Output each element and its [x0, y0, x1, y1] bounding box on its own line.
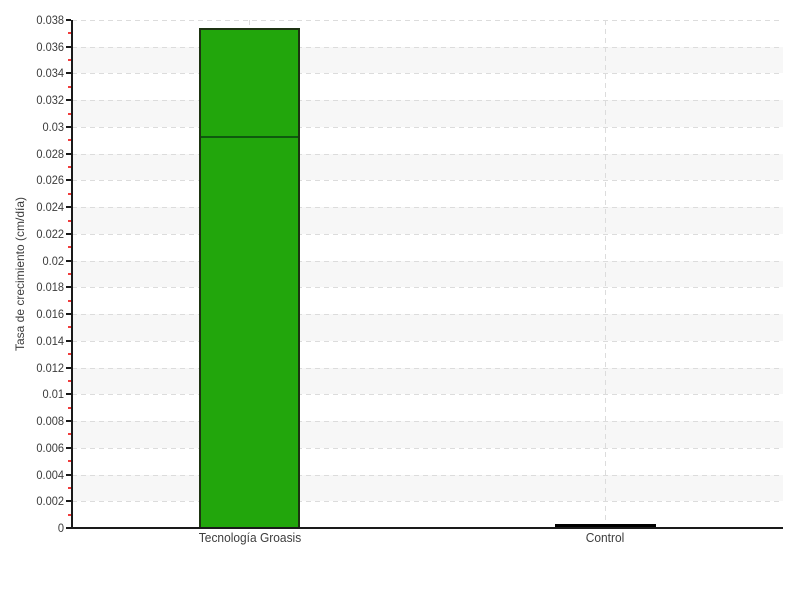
- y-minor-tick: [68, 85, 71, 88]
- horizontal-gridline: [72, 501, 783, 503]
- y-minor-tick: [68, 379, 71, 382]
- y-axis-tick-label: 0.02: [42, 253, 64, 268]
- y-minor-tick: [68, 513, 71, 516]
- y-minor-tick: [68, 112, 71, 115]
- y-minor-tick: [68, 219, 71, 222]
- background-band: [72, 314, 783, 341]
- y-major-tick: [66, 206, 71, 209]
- y-major-tick: [66, 45, 71, 48]
- y-axis-tick-label: 0.036: [36, 39, 64, 54]
- y-major-tick: [66, 339, 71, 342]
- y-minor-tick: [68, 166, 71, 169]
- y-axis-tick-label: 0.016: [36, 307, 64, 322]
- background-band: [72, 46, 783, 74]
- background-band: [72, 421, 783, 448]
- y-major-tick: [66, 366, 71, 369]
- y-minor-tick: [68, 59, 71, 62]
- y-minor-tick: [68, 139, 71, 142]
- y-major-tick: [66, 500, 71, 503]
- background-band: [72, 153, 783, 181]
- horizontal-gridline: [72, 260, 783, 262]
- y-minor-tick: [68, 273, 71, 275]
- y-axis-tick-label: 0.002: [36, 494, 64, 509]
- y-minor-tick: [68, 246, 71, 249]
- y-axis-tick-label: 0.026: [36, 173, 64, 188]
- y-major-tick: [66, 232, 71, 235]
- y-axis-tick-label: 0.034: [36, 66, 64, 81]
- horizontal-gridline: [72, 73, 783, 75]
- horizontal-gridline: [72, 340, 783, 342]
- y-axis-tick-label: 0.022: [36, 226, 64, 241]
- horizontal-gridline: [72, 447, 783, 449]
- y-axis-tick-label: 0.038: [36, 13, 64, 27]
- y-major-tick: [66, 420, 71, 423]
- bar-tecnolog-a-groasis[interactable]: [199, 28, 301, 528]
- y-major-tick: [66, 286, 71, 289]
- y-axis-tick-label: 0.018: [36, 280, 64, 295]
- vertical-gridline: [604, 20, 606, 528]
- y-axis-tick-label: 0.012: [36, 360, 64, 375]
- y-minor-tick: [68, 460, 71, 463]
- background-band: [72, 474, 783, 502]
- y-minor-tick: [68, 299, 71, 302]
- horizontal-gridline: [72, 46, 783, 48]
- horizontal-gridline: [72, 207, 783, 209]
- y-major-tick: [66, 152, 71, 155]
- horizontal-gridline: [72, 20, 783, 21]
- horizontal-gridline: [72, 314, 783, 316]
- y-minor-tick: [68, 486, 71, 489]
- horizontal-gridline: [72, 180, 783, 182]
- y-major-tick: [66, 527, 71, 529]
- x-axis-label: Control: [585, 530, 625, 545]
- bar-control[interactable]: [554, 523, 656, 528]
- y-major-tick: [66, 313, 71, 316]
- y-axis-tick-label: 0.032: [36, 93, 64, 108]
- horizontal-gridline: [72, 421, 783, 423]
- bar-segment-divider: [201, 136, 299, 139]
- horizontal-gridline: [72, 126, 783, 128]
- y-axis-tick-label: 0.024: [36, 200, 64, 215]
- background-band: [72, 100, 783, 127]
- y-axis-tick-label: 0.006: [36, 440, 64, 455]
- y-minor-tick: [68, 353, 71, 356]
- y-major-tick: [66, 259, 71, 262]
- y-minor-tick: [68, 192, 71, 195]
- background-band: [72, 367, 783, 395]
- horizontal-gridline: [72, 474, 783, 476]
- y-major-tick: [66, 19, 71, 21]
- horizontal-gridline: [72, 367, 783, 369]
- y-major-tick: [66, 473, 71, 476]
- x-axis-line: [70, 526, 783, 529]
- y-minor-tick: [68, 326, 71, 329]
- y-major-tick: [66, 446, 71, 449]
- y-axis-line: [70, 20, 73, 528]
- plot-area: [72, 20, 783, 528]
- y-minor-tick: [68, 433, 71, 436]
- horizontal-gridline: [72, 153, 783, 155]
- horizontal-gridline: [72, 287, 783, 289]
- y-axis-tick-label: 0.03: [42, 119, 64, 134]
- y-major-tick: [66, 393, 71, 396]
- y-axis-tick-label: 0.01: [42, 387, 64, 402]
- horizontal-gridline: [72, 100, 783, 102]
- y-minor-tick: [68, 406, 71, 409]
- y-axis-tick-label: 0.028: [36, 146, 64, 161]
- background-band: [72, 207, 783, 234]
- y-major-tick: [66, 72, 71, 75]
- y-minor-tick: [68, 32, 71, 35]
- y-major-tick: [66, 179, 71, 182]
- y-axis-tick-label: 0.014: [36, 333, 64, 348]
- x-axis-label: Tecnología Groasis: [198, 530, 301, 545]
- horizontal-gridline: [72, 394, 783, 396]
- background-band: [72, 260, 783, 288]
- y-axis-tick-label: 0: [57, 521, 64, 535]
- horizontal-gridline: [72, 233, 783, 235]
- y-major-tick: [66, 125, 71, 128]
- y-major-tick: [66, 99, 71, 102]
- y-axis-tick-label: 0.004: [36, 467, 64, 482]
- y-axis-tick-label: 0.008: [36, 414, 64, 429]
